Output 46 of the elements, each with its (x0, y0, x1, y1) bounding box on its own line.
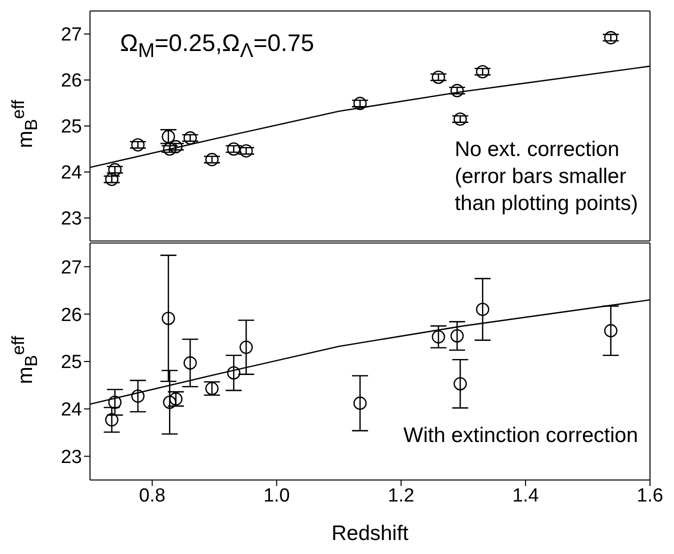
point (105, 413, 118, 426)
y-tick-label: 26 (60, 70, 82, 92)
point (227, 366, 240, 380)
point (604, 324, 618, 338)
point (353, 396, 367, 410)
point (240, 144, 253, 158)
point (105, 172, 118, 186)
y-tick-label: 23 (60, 208, 82, 230)
point (240, 340, 253, 354)
y-tick-label: 27 (60, 24, 82, 46)
point (184, 356, 197, 370)
point (131, 389, 145, 403)
point (205, 152, 219, 166)
point (227, 142, 240, 156)
point (476, 302, 490, 316)
point (162, 396, 176, 409)
y-tick-label: 25 (60, 352, 82, 374)
y-tick-label: 24 (60, 162, 82, 184)
x-tick-label: 1.0 (263, 485, 290, 506)
point (432, 330, 446, 344)
y-tick-label: 23 (60, 447, 82, 468)
point (454, 377, 467, 390)
y-tick-label: 24 (60, 400, 82, 421)
y-tick-label: 27 (60, 257, 82, 278)
annotation: With extinction correction (403, 423, 638, 449)
annotation: Ω$_{M}$=0.25,Ω$_{Λ}$=0.75 (120, 30, 314, 63)
x-tick-label: 0.8 (139, 485, 166, 506)
y-tick-label: 26 (60, 304, 82, 326)
point (454, 112, 467, 126)
point (131, 138, 145, 152)
point (450, 329, 464, 343)
x-tick-label: 1.2 (388, 485, 414, 506)
point (450, 84, 464, 98)
y-tick-label: 25 (60, 116, 82, 138)
point (604, 31, 618, 44)
point (476, 65, 490, 78)
point (108, 163, 122, 176)
point (108, 396, 122, 409)
x-tick-label: 1.4 (512, 485, 540, 506)
annotation: No ext. correction (error bars smaller than plotting points) (454, 137, 638, 217)
point (162, 142, 176, 156)
point (353, 96, 367, 110)
point (432, 70, 446, 84)
point (162, 312, 176, 326)
x-tick-label: 1.6 (636, 485, 664, 506)
x-axis-title: Redshift (331, 522, 409, 545)
